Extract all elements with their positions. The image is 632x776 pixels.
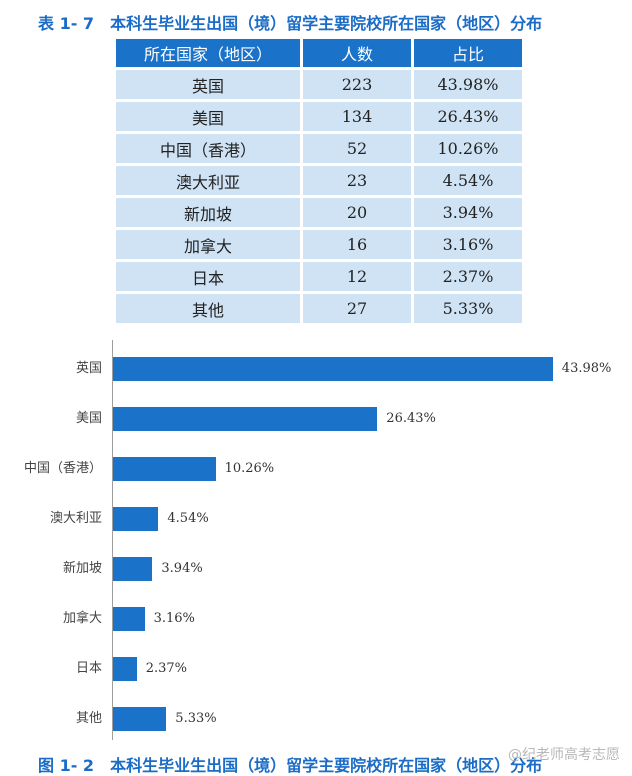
bar <box>113 707 167 731</box>
cell-country: 英国 <box>116 70 300 99</box>
header-count: 人数 <box>303 39 411 67</box>
bar <box>113 657 137 681</box>
header-ratio: 占比 <box>414 39 522 67</box>
destination-table: 所在国家（地区） 人数 占比 英国 223 43.98% 美国 134 26.4… <box>113 36 525 326</box>
cell-country: 澳大利亚 <box>116 166 300 195</box>
cell-count: 23 <box>303 166 411 195</box>
category-label: 美国 <box>75 411 102 426</box>
bar <box>113 357 553 381</box>
cell-ratio: 10.26% <box>414 134 522 163</box>
cell-country: 其他 <box>116 294 300 323</box>
value-label: 4.54% <box>167 511 209 526</box>
cell-country: 新加坡 <box>116 198 300 227</box>
cell-ratio: 2.37% <box>414 262 522 291</box>
figure-caption-number: 图 1- 2 <box>38 756 95 775</box>
category-label: 中国（香港） <box>23 461 102 476</box>
table-row: 中国（香港） 52 10.26% <box>116 134 522 163</box>
value-label: 10.26% <box>224 461 275 476</box>
cell-count: 27 <box>303 294 411 323</box>
cell-ratio: 3.16% <box>414 230 522 259</box>
bar <box>113 457 216 481</box>
category-axis-line <box>112 340 113 740</box>
value-label: 3.16% <box>153 611 195 626</box>
value-label: 43.98% <box>561 361 612 376</box>
value-label: 5.33% <box>175 711 217 726</box>
cell-count: 223 <box>303 70 411 99</box>
value-label: 3.94% <box>161 561 203 576</box>
table-row: 新加坡 20 3.94% <box>116 198 522 227</box>
cell-ratio: 43.98% <box>414 70 522 99</box>
cell-country: 日本 <box>116 262 300 291</box>
bar <box>113 407 378 431</box>
table-row: 澳大利亚 23 4.54% <box>116 166 522 195</box>
category-label: 新加坡 <box>62 561 102 576</box>
bar <box>113 507 159 531</box>
cell-country: 美国 <box>116 102 300 131</box>
category-label: 澳大利亚 <box>49 511 102 526</box>
category-label: 加拿大 <box>62 611 102 626</box>
table-row: 日本 12 2.37% <box>116 262 522 291</box>
bar <box>113 557 153 581</box>
cell-count: 12 <box>303 262 411 291</box>
header-country: 所在国家（地区） <box>116 39 300 67</box>
table-row: 美国 134 26.43% <box>116 102 522 131</box>
cell-ratio: 4.54% <box>414 166 522 195</box>
cell-ratio: 3.94% <box>414 198 522 227</box>
value-label: 26.43% <box>386 411 436 426</box>
watermark-text: @纪老师高考志愿 <box>508 747 620 763</box>
cell-country: 中国（香港） <box>116 134 300 163</box>
table-row: 英国 223 43.98% <box>116 70 522 99</box>
table-row: 其他 27 5.33% <box>116 294 522 323</box>
cell-ratio: 26.43% <box>414 102 522 131</box>
table-caption-title: 本科生毕业生出国（境）留学主要院校所在国家（地区）分布 <box>110 14 543 33</box>
cell-country: 加拿大 <box>116 230 300 259</box>
cell-count: 20 <box>303 198 411 227</box>
cell-count: 134 <box>303 102 411 131</box>
cell-count: 16 <box>303 230 411 259</box>
category-label: 日本 <box>75 661 102 676</box>
table-row: 加拿大 16 3.16% <box>116 230 522 259</box>
bar <box>113 607 145 631</box>
destination-bar-chart: 英国 43.98% 美国 26.43% 中国（香港） 10.26% 澳大利亚 4.54% 新加坡… <box>0 340 632 740</box>
table-caption: 表 1- 7 本科生毕业生出国（境）留学主要院校所在国家（地区）分布 <box>38 10 628 34</box>
value-label: 2.37% <box>145 661 187 676</box>
figure-caption: 图 1- 2 本科生毕业生出国（境）留学主要院校所在国家（地区）分布 <box>38 752 542 776</box>
category-label: 英国 <box>75 361 102 376</box>
category-label: 其他 <box>75 711 102 726</box>
table-caption-number: 表 1- 7 <box>38 14 95 33</box>
cell-ratio: 5.33% <box>414 294 522 323</box>
cell-count: 52 <box>303 134 411 163</box>
table-header-row: 所在国家（地区） 人数 占比 <box>116 39 522 67</box>
figure-caption-title: 本科生毕业生出国（境）留学主要院校所在国家（地区）分布 <box>110 756 543 775</box>
